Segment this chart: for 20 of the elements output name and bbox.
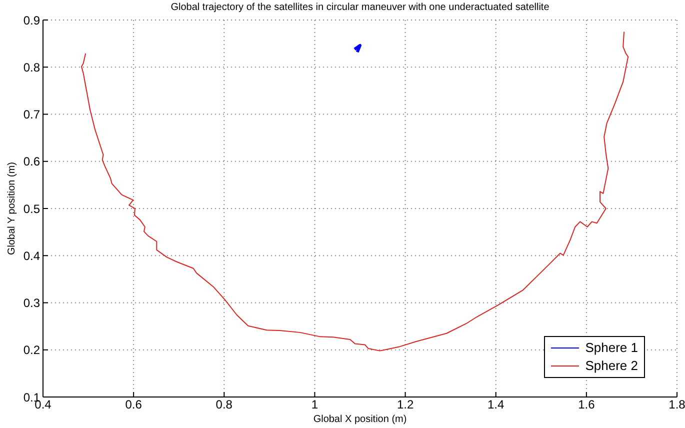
y-tick-label: 0.4 (23, 248, 40, 263)
y-tick-label: 0.6 (23, 154, 40, 169)
y-axis-title: Global Y position (m) (6, 162, 18, 256)
y-tick-label: 0.2 (23, 343, 40, 358)
x-tick-label: 1.2 (396, 398, 414, 412)
x-tick-label: 1 (311, 398, 318, 412)
x-tick-label: 1.6 (578, 398, 596, 412)
legend-label: Sphere 1 (585, 339, 638, 357)
x-tick-label: 0.6 (125, 398, 142, 412)
y-tick-label: 0.7 (23, 108, 40, 122)
y-tick-label: 0.9 (23, 13, 40, 28)
chart-title: Global trajectory of the satellites in circular maneuver with one underactuated satellite (170, 2, 550, 13)
y-tick-label: 0.3 (23, 296, 40, 310)
legend-label: Sphere 2 (585, 357, 638, 375)
x-tick-label: 1.4 (488, 398, 505, 412)
y-tick-label: 0.5 (23, 202, 40, 216)
y-tick-label: 0.8 (23, 60, 40, 74)
x-axis-title: Global X position (m) (313, 414, 407, 425)
x-tick-label: 1.8 (668, 398, 685, 412)
x-tick-label: 0.8 (216, 398, 233, 412)
